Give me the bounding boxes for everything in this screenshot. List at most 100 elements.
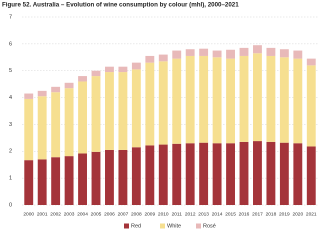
legend-label: White xyxy=(167,223,181,229)
x-tick-label: 2000 xyxy=(23,211,34,217)
bar-segment xyxy=(306,65,316,147)
x-tick-label: 2006 xyxy=(104,211,115,217)
bar-segment xyxy=(24,98,34,161)
x-tick-label: 2009 xyxy=(144,211,155,217)
y-tick-label: 3 xyxy=(9,122,12,128)
y-tick-label: 2 xyxy=(9,149,12,155)
x-tick-label: 2013 xyxy=(198,211,209,217)
bar-segment xyxy=(51,86,61,93)
bar-segment xyxy=(306,146,316,205)
legend-swatch xyxy=(196,223,201,229)
bar-segment xyxy=(37,159,47,205)
y-tick-label: 5 xyxy=(9,68,12,74)
bar-segment xyxy=(145,62,155,146)
bar-segment xyxy=(279,49,289,58)
y-tick-label: 4 xyxy=(9,95,12,101)
bar-segment xyxy=(118,72,128,150)
bar-segment xyxy=(279,57,289,143)
x-tick-label: 2001 xyxy=(37,211,48,217)
bar-segment xyxy=(105,149,114,205)
bar-segment xyxy=(172,50,182,59)
bar-segment xyxy=(293,50,303,59)
bar-segment xyxy=(293,58,303,144)
bar-segment xyxy=(212,57,222,144)
x-tick-label: 2007 xyxy=(118,211,129,217)
x-tick-label: 2004 xyxy=(77,211,88,217)
x-tick-label: 2020 xyxy=(292,211,303,217)
x-tick-label: 2002 xyxy=(50,211,61,217)
bar-segment xyxy=(24,160,34,205)
x-tick-label: 2015 xyxy=(225,211,236,217)
bar-segment xyxy=(118,66,128,73)
bar-segment xyxy=(131,147,141,205)
y-tick-label: 0 xyxy=(9,202,12,208)
y-tick-label: 6 xyxy=(9,41,12,47)
legend-swatch xyxy=(160,223,165,229)
bar-segment xyxy=(158,144,168,205)
bar-segment xyxy=(118,149,128,205)
bar-segment xyxy=(253,53,262,142)
bar-segment xyxy=(279,142,289,205)
bar-segment xyxy=(199,48,209,56)
legend-label: Rosé xyxy=(203,223,216,229)
y-tick-label: 7 xyxy=(9,14,12,20)
bar-segment xyxy=(78,153,87,205)
bar-segment xyxy=(172,58,182,144)
bar-segment xyxy=(158,61,168,145)
x-tick-label: 2005 xyxy=(91,211,102,217)
bar-segment xyxy=(293,143,303,205)
x-tick-label: 2010 xyxy=(158,211,169,217)
bar-segment xyxy=(266,141,276,205)
bar-segment xyxy=(239,141,249,205)
bar-segment xyxy=(145,55,155,63)
chart-title: Figure 52. Australia – Evolution of wine… xyxy=(2,2,239,9)
bar-segment xyxy=(185,49,195,56)
legend-swatch xyxy=(124,223,129,229)
bar-segment xyxy=(64,82,74,89)
x-tick-label: 2011 xyxy=(172,211,183,217)
bar-segment xyxy=(266,55,276,142)
bar-segment xyxy=(185,55,195,144)
bar-segment xyxy=(131,69,141,148)
bar-segment xyxy=(199,55,209,143)
x-tick-label: 2019 xyxy=(279,211,290,217)
bar-segment xyxy=(37,90,47,97)
x-tick-label: 2014 xyxy=(212,211,223,217)
bar-segment xyxy=(253,141,262,205)
bar-segment xyxy=(199,142,209,205)
y-tick-label: 1 xyxy=(9,176,12,182)
bar-segment xyxy=(253,45,262,54)
x-tick-label: 2016 xyxy=(239,211,250,217)
x-tick-label: 2012 xyxy=(185,211,196,217)
x-tick-label: 2021 xyxy=(306,211,317,217)
bar-segment xyxy=(51,157,61,205)
bar-segment xyxy=(266,47,276,56)
bar-segment xyxy=(105,72,114,150)
bar-segment xyxy=(91,151,101,205)
chart: Figure 52. Australia – Evolution of wine… xyxy=(2,2,318,229)
bar-segment xyxy=(78,76,87,82)
x-tick-label: 2008 xyxy=(131,211,142,217)
bar-segment xyxy=(64,88,74,157)
bar-segment xyxy=(226,49,235,59)
bar-segment xyxy=(91,70,101,77)
bar-segment xyxy=(158,54,168,62)
bar-segment xyxy=(226,58,235,144)
bar-segment xyxy=(239,47,249,56)
bar-segment xyxy=(24,93,34,99)
bar-segment xyxy=(91,76,101,152)
x-tick-label: 2018 xyxy=(266,211,277,217)
bar-segment xyxy=(37,96,47,160)
bar-segment xyxy=(185,143,195,205)
bar-segment xyxy=(145,145,155,205)
bar-segment xyxy=(105,66,114,73)
bar-segment xyxy=(212,50,222,58)
bar-segment xyxy=(78,81,87,154)
legend-label: Red xyxy=(131,223,141,229)
bar-segment xyxy=(239,55,249,142)
x-tick-label: 2017 xyxy=(252,211,263,217)
bar-segment xyxy=(172,143,182,205)
bar-segment xyxy=(226,143,235,205)
bar-segment xyxy=(306,58,316,66)
bar-segment xyxy=(212,143,222,205)
